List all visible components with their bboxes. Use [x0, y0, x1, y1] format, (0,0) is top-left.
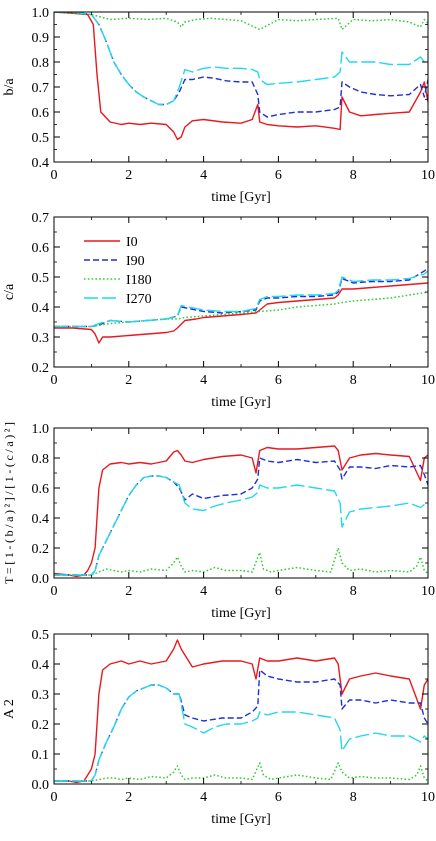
x-tick-label: 6	[275, 373, 282, 388]
y-tick-label: 0.5	[32, 131, 50, 146]
y-tick-label: 0.7	[32, 211, 50, 226]
series-line-i180	[54, 291, 428, 328]
x-tick-label: 8	[350, 584, 357, 599]
y-tick-label: 0.0	[32, 778, 50, 793]
y-tick-label: 0.4	[32, 512, 50, 527]
y-tick-label: 0.6	[32, 482, 50, 497]
y-tick-label: 0.2	[32, 542, 50, 557]
x-tick-label: 6	[275, 584, 282, 599]
x-tick-label: 0	[51, 790, 58, 805]
x-axis-label: time [Gyr]	[211, 395, 270, 410]
chart-panel-3: 0 2 4 6 8 10 0.0 0.2 0.4 0.6 0.8 1.0 time [Gyr] T=[1-…	[2, 422, 435, 621]
x-tick-label: 2	[125, 790, 132, 805]
chart-panel-1: 0 2 4 6 8 10 0.4 0.5 0.6 0.7 0.8 0.9 1.0 time [Gyr] b/…	[2, 6, 435, 205]
y-axis-label: b/a	[2, 78, 17, 96]
x-axis-label: time [Gyr]	[211, 606, 270, 621]
series-line-i0	[54, 445, 428, 578]
y-tick-label: 0.6	[32, 106, 50, 121]
axes-frame	[53, 427, 429, 579]
series-line-i90	[54, 669, 428, 782]
legend-label-i180: I180	[126, 273, 152, 288]
y-tick-label: 0.5	[32, 271, 50, 286]
y-tick-label: 1.0	[32, 422, 50, 437]
x-tick-label: 2	[125, 168, 132, 183]
legend-label-i0: I0	[126, 235, 138, 250]
x-tick-label: 10	[421, 168, 435, 183]
y-tick-label: 0.4	[32, 301, 50, 316]
y-tick-label: 0.8	[32, 452, 50, 467]
legend-label-i270: I270	[126, 292, 152, 307]
y-axis-label: c/a	[2, 283, 17, 300]
y-axis-label: T=[1-(b/a)²]/[1-(c/a)²]	[2, 422, 16, 584]
x-tick-label: 10	[421, 373, 435, 388]
y-tick-label: 0.1	[32, 748, 50, 763]
y-tick-label: 0.0	[32, 572, 50, 587]
y-axis-label: A 2	[2, 699, 17, 719]
series-line-i0	[54, 639, 428, 784]
y-tick-label: 0.2	[32, 718, 50, 733]
y-tick-label: 0.2	[32, 361, 50, 376]
series-line-i90	[54, 12, 428, 118]
x-tick-label: 4	[200, 168, 207, 183]
x-tick-label: 4	[200, 584, 207, 599]
series-line-i0	[54, 282, 428, 344]
legend: I0 I90 I180 I270	[84, 235, 152, 307]
y-tick-label: 0.6	[32, 241, 50, 256]
series-line-i270	[54, 270, 428, 328]
y-tick-label: 0.8	[32, 56, 50, 71]
axes-frame	[53, 633, 429, 785]
x-tick-label: 10	[421, 584, 435, 599]
y-tick-label: 0.5	[32, 628, 50, 643]
series-line-i270	[54, 475, 428, 576]
x-tick-label: 2	[125, 584, 132, 599]
x-axis-label: time [Gyr]	[211, 190, 270, 205]
series-line-i90	[54, 267, 428, 328]
y-tick-label: 0.4	[32, 156, 50, 171]
chart-panel-4: 0 2 4 6 8 10 0.0 0.1 0.2 0.3 0.4 0.5 time [Gyr] A 2	[2, 628, 435, 827]
y-tick-label: 0.3	[32, 331, 50, 346]
x-axis-label: time [Gyr]	[211, 812, 270, 827]
x-tick-label: 4	[200, 373, 207, 388]
series-line-i180	[54, 547, 428, 576]
x-tick-label: 6	[275, 168, 282, 183]
series-line-i180	[54, 762, 428, 782]
x-tick-label: 8	[350, 168, 357, 183]
y-tick-label: 1.0	[32, 6, 50, 21]
x-tick-label: 8	[350, 373, 357, 388]
x-tick-label: 8	[350, 790, 357, 805]
x-tick-label: 0	[51, 584, 58, 599]
x-tick-label: 0	[51, 168, 58, 183]
series-line-i270	[54, 12, 428, 106]
x-tick-label: 10	[421, 790, 435, 805]
legend-label-i90: I90	[126, 254, 145, 269]
axes-frame	[53, 216, 429, 368]
x-tick-label: 4	[200, 790, 207, 805]
series-line-i90	[54, 457, 428, 576]
axes-frame	[53, 11, 429, 163]
y-tick-label: 0.4	[32, 658, 50, 673]
chart-panel-2: 0 2 4 6 8 10 0.2 0.3 0.4 0.5 0.6 0.7 time [Gyr] c/a I0…	[2, 211, 435, 410]
series-line-i180	[54, 12, 428, 31]
series-line-i270	[54, 684, 428, 782]
y-tick-label: 0.9	[32, 31, 50, 46]
y-tick-label: 0.7	[32, 81, 50, 96]
x-tick-label: 6	[275, 790, 282, 805]
x-tick-label: 0	[51, 373, 58, 388]
series-line-i0	[54, 12, 428, 141]
x-tick-label: 2	[125, 373, 132, 388]
y-tick-label: 0.3	[32, 688, 50, 703]
